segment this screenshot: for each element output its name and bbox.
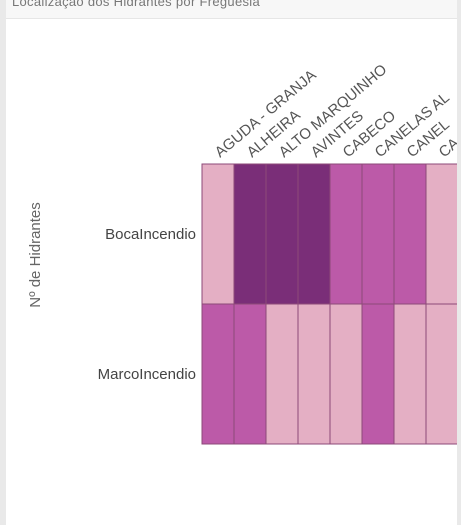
heatmap-cell[interactable] bbox=[329, 163, 363, 305]
chart-card: Localização dos Hidrantes por Freguesia … bbox=[6, 0, 457, 525]
heatmap-cell[interactable] bbox=[201, 163, 235, 305]
header-strip: Localização dos Hidrantes por Freguesia bbox=[6, 0, 457, 19]
heatmap-cell[interactable] bbox=[361, 303, 395, 445]
heatmap-cell[interactable] bbox=[361, 163, 395, 305]
heatmap-cell[interactable] bbox=[425, 303, 457, 445]
heatmap-cell[interactable] bbox=[265, 303, 299, 445]
y-axis-label: Nº de Hidrantes bbox=[27, 202, 44, 308]
y-tick-label: BocaIncendio bbox=[105, 226, 196, 243]
heatmap-cell[interactable] bbox=[233, 163, 267, 305]
heatmap-cell[interactable] bbox=[393, 303, 427, 445]
heatmap-cell[interactable] bbox=[297, 163, 331, 305]
y-tick-label: MarcoIncendio bbox=[98, 366, 196, 383]
heatmap-cell[interactable] bbox=[329, 303, 363, 445]
heatmap-cell[interactable] bbox=[393, 163, 427, 305]
heatmap-cell[interactable] bbox=[201, 303, 235, 445]
heatmap-cell[interactable] bbox=[297, 303, 331, 445]
heatmap-cell[interactable] bbox=[233, 303, 267, 445]
heatmap-cell[interactable] bbox=[265, 163, 299, 305]
chart-header-title: Localização dos Hidrantes por Freguesia bbox=[12, 0, 260, 9]
heatmap-cell[interactable] bbox=[425, 163, 457, 305]
